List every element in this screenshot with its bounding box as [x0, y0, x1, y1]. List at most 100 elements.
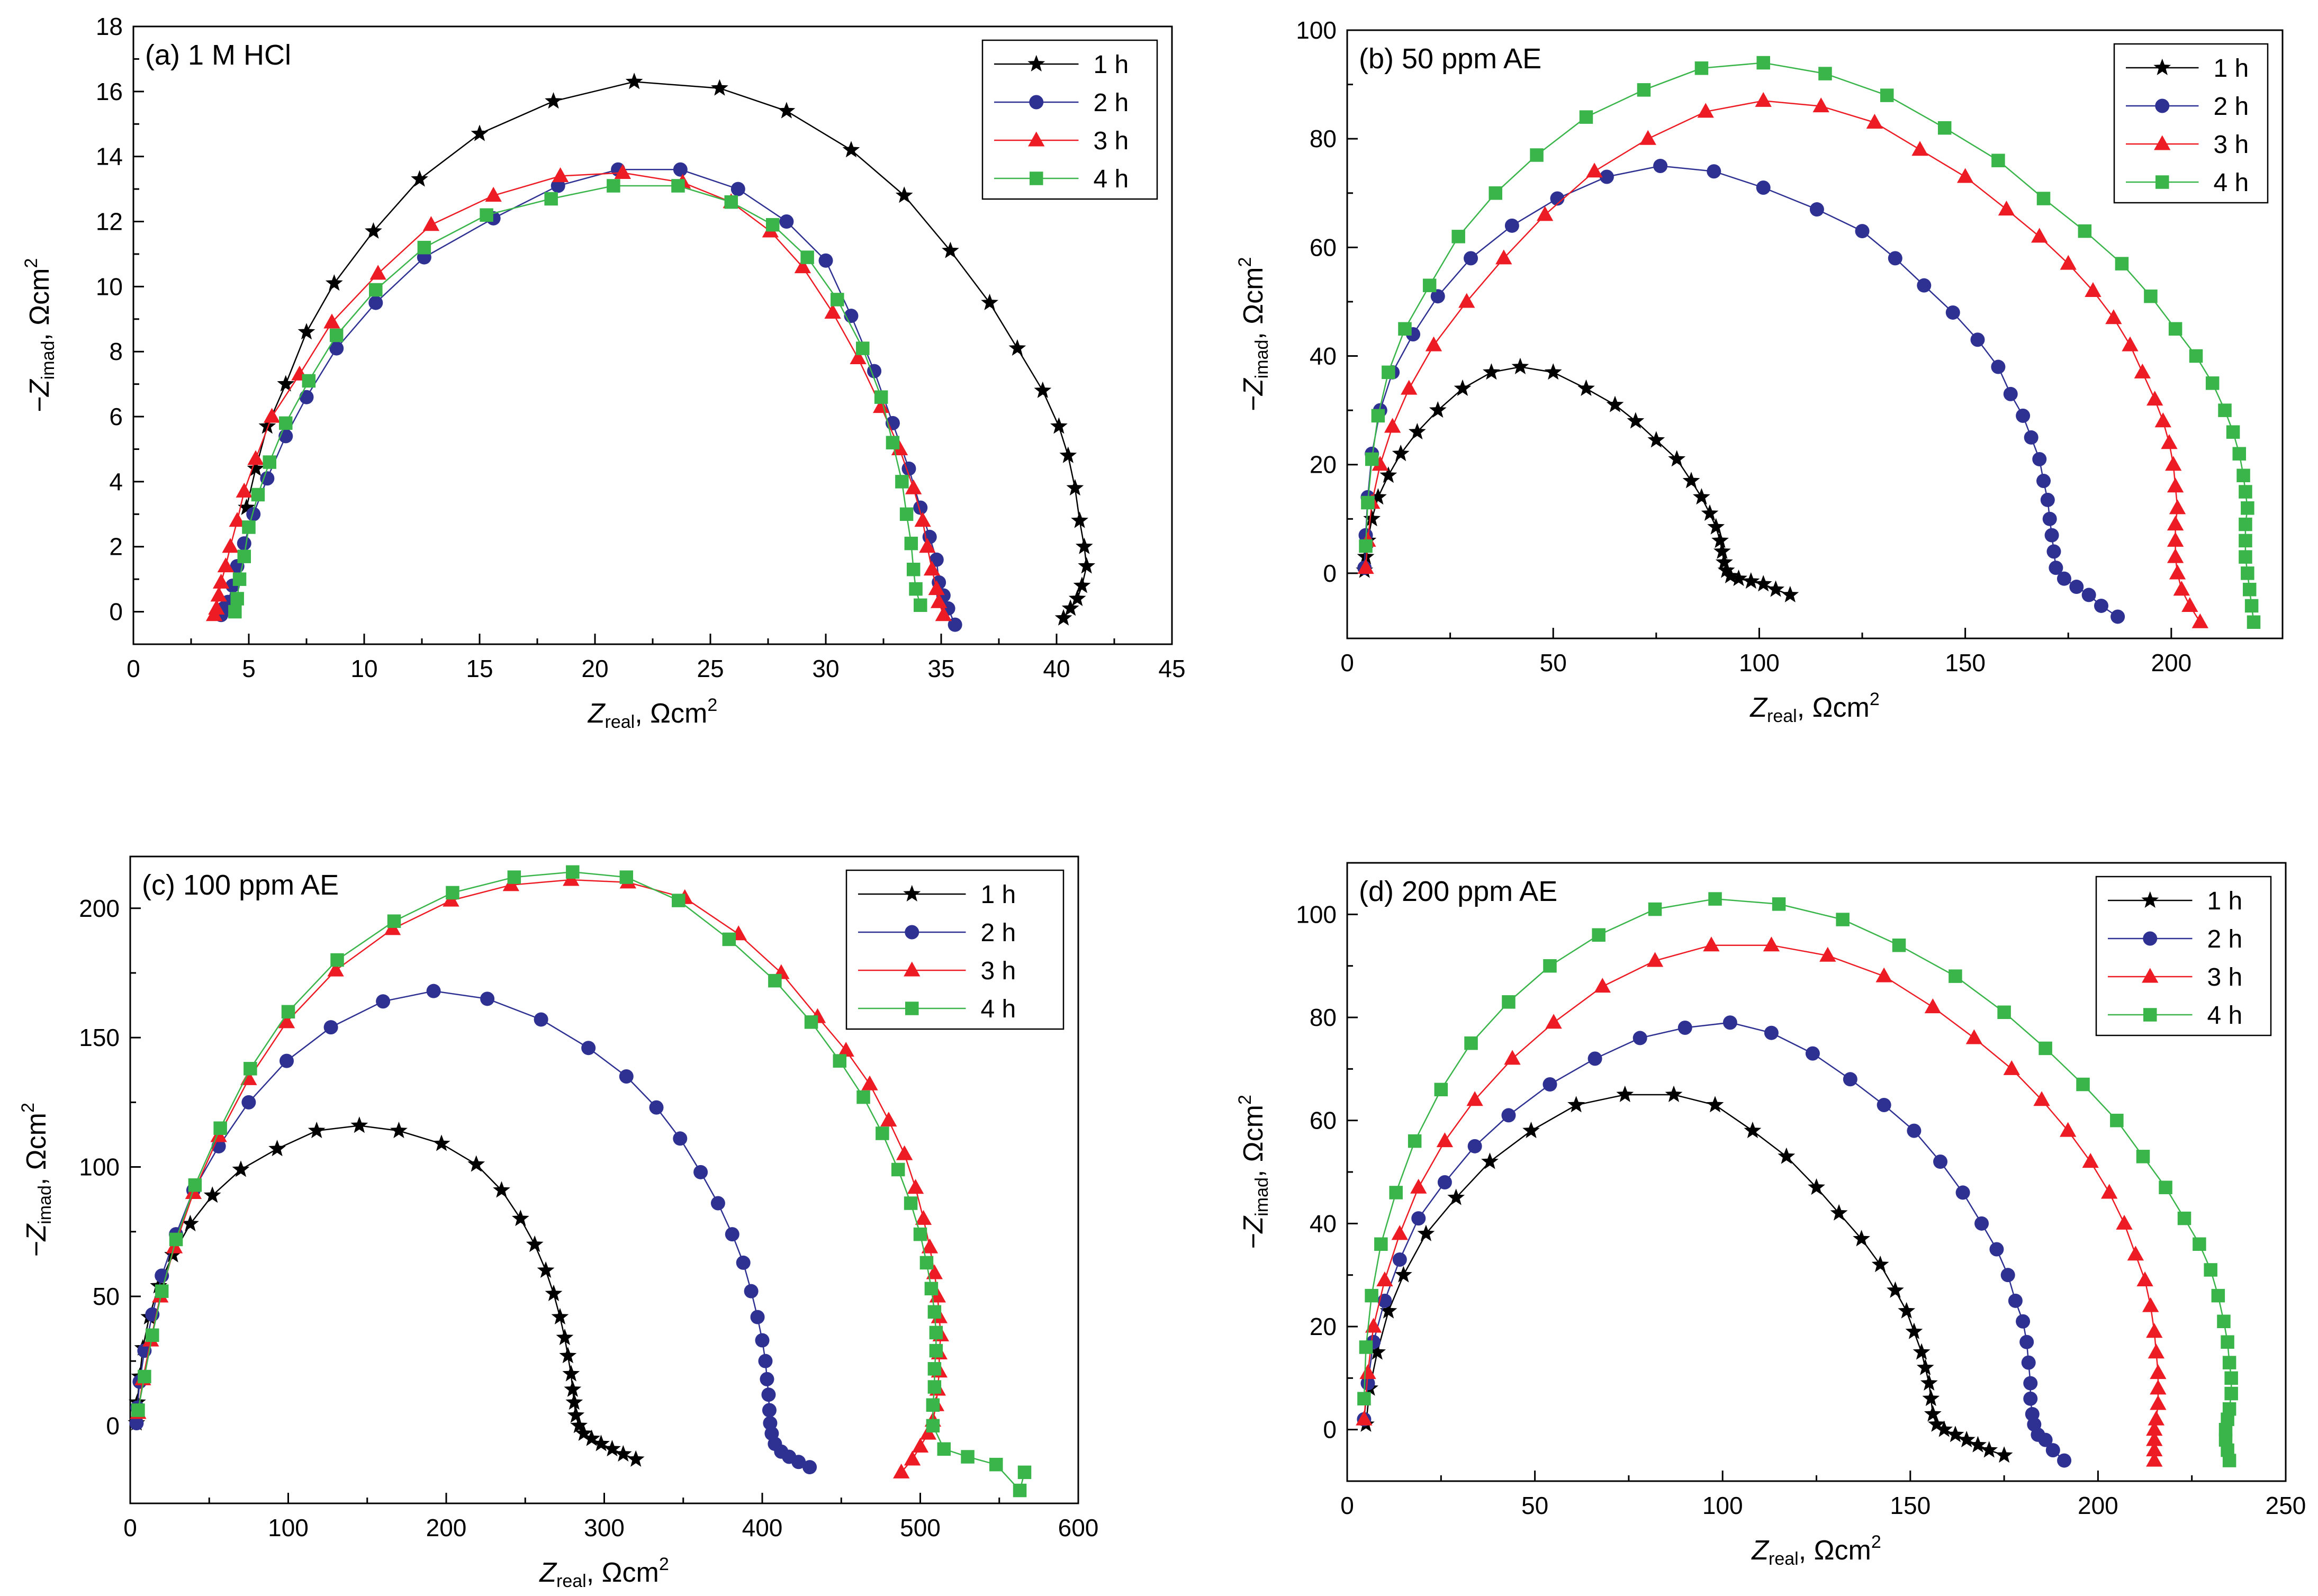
- series-1h: [1356, 357, 1799, 602]
- data-point: [2222, 1356, 2236, 1369]
- data-point: [1577, 379, 1595, 396]
- data-point: [1550, 191, 1565, 206]
- data-point: [762, 1403, 777, 1418]
- data-point: [278, 1013, 295, 1029]
- data-point: [693, 1165, 708, 1179]
- data-point: [268, 1140, 286, 1157]
- data-point: [1467, 1139, 1482, 1153]
- x-tick-label: 0: [1340, 1492, 1354, 1519]
- data-point: [1958, 1430, 1976, 1448]
- legend-entry: 4 h: [994, 165, 1129, 193]
- data-point: [1447, 1188, 1465, 1205]
- data-point: [260, 471, 275, 486]
- series-line: [1363, 1022, 2065, 1462]
- data-point: [1913, 1343, 1931, 1360]
- panel-title-b: (b) 50 ppm AE: [1359, 43, 1541, 75]
- data-point: [1843, 1072, 1857, 1087]
- x-tick-label: 500: [900, 1514, 941, 1541]
- data-point: [1464, 251, 1478, 266]
- data-point: [850, 349, 867, 365]
- data-point: [1995, 1446, 2013, 1463]
- data-point: [2224, 1371, 2238, 1385]
- data-point: [2122, 336, 2139, 351]
- data-point: [765, 218, 780, 232]
- y-tick-label: 2: [109, 533, 123, 561]
- panel-title-c: (c) 100 ppm AE: [142, 869, 339, 901]
- data-point: [1632, 1031, 1647, 1045]
- x-tick-label: 400: [742, 1514, 783, 1541]
- data-point: [365, 222, 382, 239]
- data-point: [1855, 224, 1870, 239]
- x-axis-label: Zreal, Ωcm2: [1749, 689, 1879, 726]
- data-point: [281, 1005, 295, 1019]
- data-point: [2159, 1180, 2172, 1194]
- data-point: [1588, 1051, 1602, 1066]
- data-point: [329, 328, 344, 342]
- data-point: [205, 606, 223, 621]
- series-4h: [1357, 892, 2238, 1467]
- series-2h: [129, 984, 817, 1475]
- data-point: [926, 1264, 943, 1279]
- data-point: [1905, 1322, 1923, 1339]
- data-point: [2110, 1113, 2124, 1128]
- data-point: [722, 932, 736, 946]
- data-point: [2204, 1263, 2217, 1277]
- data-point: [2241, 566, 2254, 580]
- data-point: [1543, 1077, 1557, 1092]
- data-point: [1382, 365, 1395, 380]
- data-point: [562, 1365, 580, 1382]
- data-point: [1730, 569, 1747, 587]
- data-point: [1410, 1178, 1427, 1194]
- data-point: [1949, 969, 1962, 983]
- data-point: [1363, 510, 1381, 527]
- x-tick-label: 20: [581, 655, 608, 682]
- legend-label: 4 h: [2207, 1002, 2243, 1030]
- data-point: [1359, 1364, 1376, 1379]
- data-point: [1579, 110, 1593, 124]
- legend-entry: 3 h: [994, 127, 1129, 155]
- data-point: [1707, 164, 1721, 179]
- data-point: [1935, 1420, 1953, 1437]
- data-point: [1778, 1147, 1796, 1164]
- legend-label: 1 h: [2214, 55, 2249, 83]
- data-point: [1530, 148, 1544, 162]
- data-point: [169, 1232, 183, 1247]
- series-2h: [1357, 1015, 2072, 1468]
- data-point: [937, 1442, 951, 1456]
- data-point: [1946, 1426, 1964, 1442]
- data-point: [2169, 499, 2186, 515]
- data-point: [251, 488, 265, 502]
- y-tick-label: 60: [1310, 1107, 1337, 1134]
- data-point: [2150, 1379, 2167, 1395]
- data-point: [948, 617, 962, 632]
- series-line: [220, 169, 956, 625]
- data-point: [1917, 278, 1932, 293]
- data-point: [247, 450, 264, 465]
- data-point: [1639, 130, 1656, 145]
- data-point: [327, 961, 344, 977]
- y-tick-label: 150: [79, 1024, 120, 1051]
- data-point: [896, 1145, 913, 1160]
- y-tick-label: 100: [1296, 16, 1337, 44]
- data-point: [229, 512, 246, 527]
- y-tick-label: 80: [1310, 1004, 1337, 1031]
- series-3h: [130, 871, 949, 1478]
- legend-entry: 4 h: [2108, 1002, 2242, 1030]
- data-point: [2241, 501, 2254, 515]
- series-line: [1365, 100, 2201, 623]
- data-point: [930, 593, 948, 608]
- data-point: [891, 440, 908, 456]
- data-point: [891, 1162, 905, 1177]
- legend-entry: 3 h: [2108, 963, 2242, 991]
- data-point: [1365, 1288, 1378, 1303]
- data-point: [1483, 363, 1500, 380]
- data-point: [2019, 1334, 2034, 1349]
- data-point: [2148, 1410, 2165, 1426]
- y-axis-label: −Zimad, Ωcm2: [21, 258, 58, 413]
- data-point: [904, 1450, 921, 1466]
- data-point: [842, 141, 860, 158]
- data-point: [583, 1429, 600, 1446]
- x-tick-label: 200: [426, 1514, 467, 1541]
- data-point: [1653, 158, 1668, 173]
- data-point: [1616, 1085, 1634, 1102]
